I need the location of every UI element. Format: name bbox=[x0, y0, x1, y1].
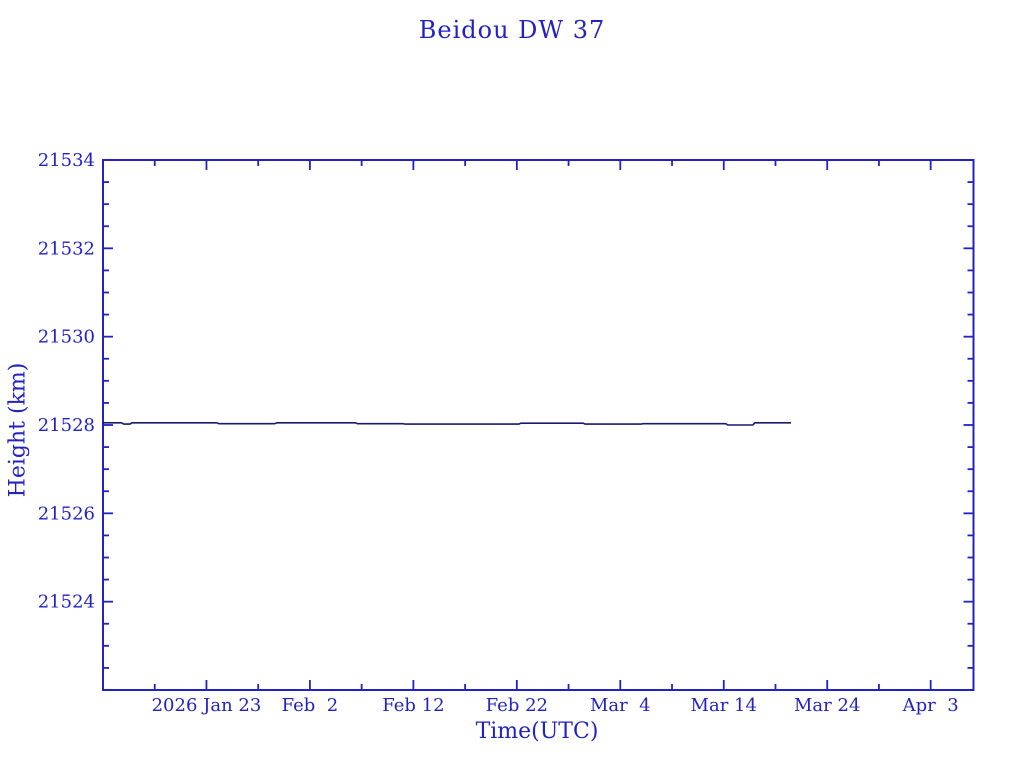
y-tick-label: 21534 bbox=[38, 150, 95, 171]
x-tick-label: 2026 Jan 23 bbox=[152, 695, 262, 716]
x-tick-label: Mar 14 bbox=[691, 695, 757, 716]
y-tick-label: 21530 bbox=[38, 327, 95, 348]
x-axis-label: Time(UTC) bbox=[475, 719, 599, 744]
x-tick-label: Mar 24 bbox=[794, 695, 860, 716]
chart-title: Beidou DW 37 bbox=[418, 16, 606, 44]
y-tick-label: 21532 bbox=[38, 238, 95, 259]
plot-frame bbox=[102, 159, 975, 691]
data-line bbox=[103, 421, 791, 426]
x-tick-label: Feb 22 bbox=[486, 695, 548, 716]
x-tick-label: Mar 4 bbox=[590, 695, 651, 716]
x-tick-label: Apr 3 bbox=[902, 695, 959, 716]
x-tick-label: Feb 2 bbox=[282, 695, 339, 716]
y-tick-label: 21524 bbox=[38, 592, 95, 613]
x-tick-label: Feb 12 bbox=[382, 695, 444, 716]
y-tick-label: 21526 bbox=[38, 503, 95, 524]
y-tick-label: 21528 bbox=[38, 415, 95, 436]
